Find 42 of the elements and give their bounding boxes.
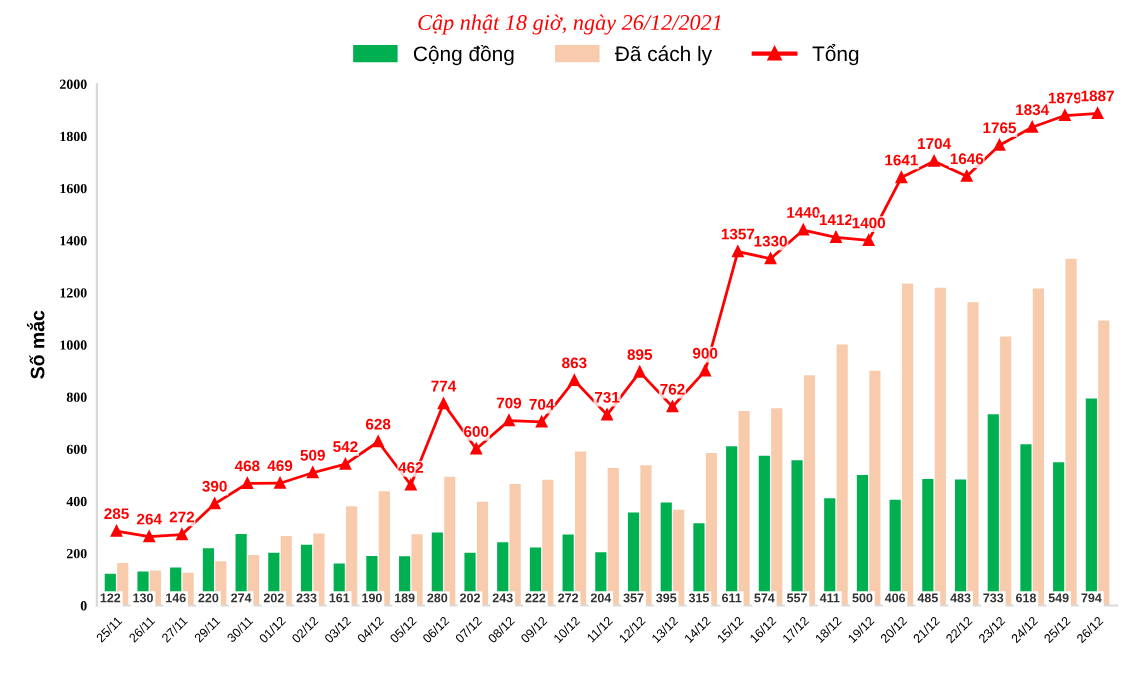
bar [607, 468, 619, 606]
bar [542, 479, 554, 606]
bar [444, 476, 456, 606]
point [993, 139, 1006, 151]
bar [934, 287, 946, 606]
point [928, 155, 940, 167]
bar [640, 465, 652, 606]
point [961, 170, 973, 182]
bar [967, 302, 979, 606]
legend-label: Đã cách ly [614, 45, 713, 66]
bar [803, 375, 816, 606]
bar [1032, 288, 1044, 606]
bar [771, 408, 783, 606]
bar [574, 451, 587, 606]
bar [836, 344, 848, 606]
chart-subtitle: Cập nhật 18 giờ, ngày 26/12/2021 [418, 14, 721, 35]
bar [476, 501, 489, 606]
point [339, 458, 351, 470]
point [830, 231, 842, 243]
point [1026, 121, 1038, 133]
point [274, 477, 286, 489]
bar [378, 491, 390, 606]
bar [1065, 258, 1077, 606]
bar [705, 452, 717, 606]
point [1059, 109, 1071, 122]
point [110, 525, 123, 537]
bar [901, 283, 914, 606]
bar [313, 533, 325, 606]
bar [738, 410, 750, 606]
bar [1000, 336, 1012, 606]
legend-label: Tổng [812, 44, 859, 66]
bar [346, 506, 358, 606]
y-axis-title: Số mắc [26, 310, 45, 379]
bar [411, 534, 423, 606]
point [1092, 107, 1104, 120]
bar [509, 483, 521, 606]
point [241, 477, 253, 490]
point [568, 374, 580, 387]
point [863, 234, 875, 247]
bar [1098, 320, 1110, 606]
bar [869, 370, 881, 606]
legend-label: Cộng đồng [413, 44, 514, 66]
